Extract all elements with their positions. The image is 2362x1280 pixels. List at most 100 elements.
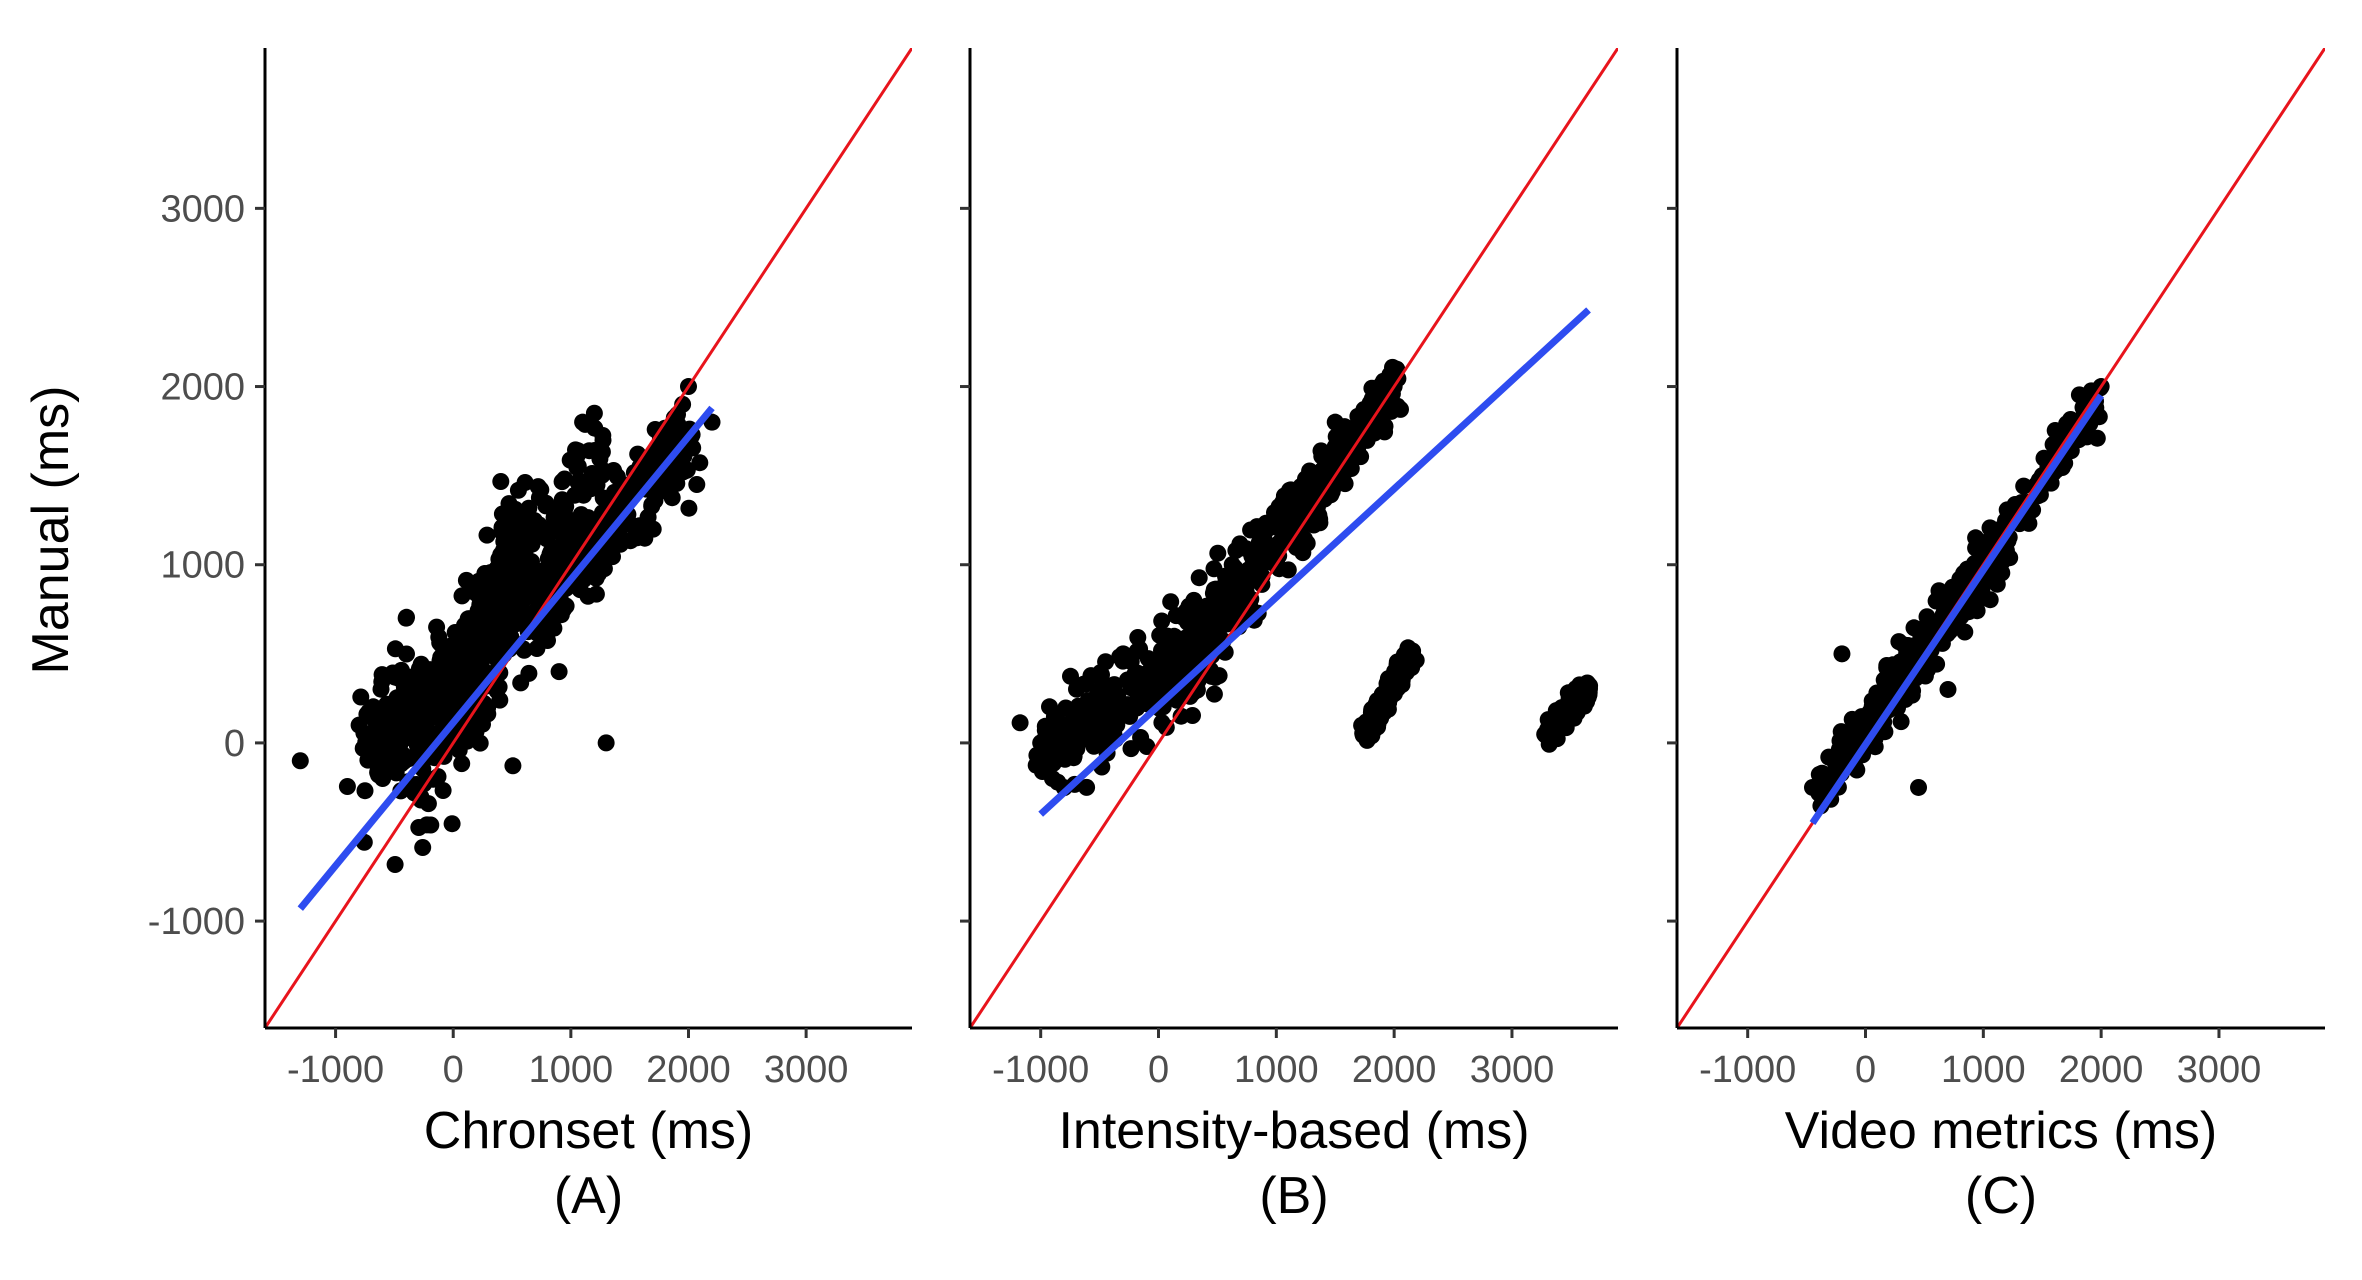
- data-point: [387, 764, 405, 782]
- x-axis-title: Chronset (ms): [424, 1102, 753, 1160]
- data-point: [445, 638, 463, 656]
- x-tick-label: 3000: [2177, 1049, 2262, 1091]
- data-point: [1892, 713, 1910, 731]
- data-point: [1134, 693, 1152, 711]
- x-tick-label: 3000: [764, 1049, 849, 1091]
- data-point: [1384, 358, 1401, 376]
- x-tick-label: -1000: [992, 1049, 1089, 1091]
- data-point: [1043, 770, 1061, 788]
- data-point: [569, 473, 587, 491]
- data-point: [1820, 748, 1838, 766]
- data-point: [1242, 521, 1260, 539]
- data-point: [1555, 716, 1573, 734]
- data-point: [1184, 707, 1201, 724]
- data-point: [338, 778, 356, 795]
- data-point: [504, 757, 522, 775]
- data-point: [453, 755, 471, 773]
- data-point: [1069, 697, 1087, 715]
- data-point: [1203, 622, 1221, 640]
- data-point: [571, 581, 589, 599]
- panel-label: (C): [1965, 1167, 2037, 1225]
- data-point: [557, 508, 575, 526]
- data-point: [424, 705, 442, 723]
- data-point: [414, 839, 432, 856]
- data-point: [408, 666, 426, 684]
- data-point: [1153, 714, 1171, 732]
- data-point: [519, 579, 537, 597]
- data-point: [1222, 610, 1240, 628]
- data-point: [385, 717, 403, 734]
- data-point: [1364, 712, 1382, 729]
- x-tick-label: 2000: [2059, 1049, 2144, 1091]
- panel-label: (B): [1259, 1167, 1328, 1225]
- data-point: [1553, 700, 1571, 717]
- points: [1011, 358, 1599, 797]
- data-point: [1179, 650, 1197, 668]
- data-point: [1542, 715, 1560, 733]
- data-point: [2001, 549, 2019, 567]
- data-point: [680, 499, 698, 517]
- data-point: [1833, 645, 1851, 663]
- x-tick-label: -1000: [1699, 1049, 1796, 1091]
- data-point: [2020, 514, 2038, 532]
- x-tick-label: 0: [1148, 1049, 1169, 1091]
- data-point: [1878, 659, 1896, 677]
- x-tick-label: 2000: [646, 1049, 731, 1091]
- data-point: [553, 473, 571, 491]
- y-tick-label: 2000: [160, 367, 245, 409]
- y-tick-label: -1000: [148, 901, 245, 943]
- data-point: [350, 716, 368, 734]
- data-point: [362, 725, 380, 743]
- data-point: [1939, 680, 1957, 698]
- data-point: [397, 699, 415, 717]
- data-point: [1377, 686, 1395, 704]
- data-point: [1132, 729, 1150, 746]
- data-point: [352, 688, 370, 706]
- panel-2: -1000 0 1000 2000 3000 Intensity-based (ms) (B…: [960, 48, 1618, 1225]
- data-point: [1119, 696, 1137, 714]
- data-point: [1097, 653, 1115, 671]
- data-point: [430, 628, 448, 646]
- data-point: [1310, 506, 1328, 524]
- data-point: [1250, 534, 1268, 552]
- data-point: [366, 712, 384, 730]
- data-point: [1189, 625, 1207, 643]
- data-point: [644, 520, 662, 538]
- data-point: [1402, 644, 1420, 662]
- data-point: [497, 612, 514, 630]
- data-point: [495, 547, 513, 565]
- data-point: [457, 668, 475, 686]
- data-point: [1349, 439, 1367, 457]
- data-point: [520, 511, 538, 529]
- x-tick-label: -1000: [287, 1049, 384, 1091]
- data-point: [490, 596, 508, 614]
- points: [291, 378, 721, 873]
- data-point: [622, 532, 639, 550]
- data-point: [474, 606, 492, 624]
- x-tick-label: 1000: [529, 1049, 614, 1091]
- data-point: [1051, 727, 1068, 745]
- data-point: [419, 686, 437, 704]
- identity-line: [970, 48, 1618, 1028]
- x-tick-label: 0: [443, 1049, 464, 1091]
- data-point: [1251, 548, 1269, 566]
- data-point: [492, 561, 510, 579]
- data-point: [1103, 680, 1121, 698]
- data-point: [432, 648, 450, 666]
- x-tick-label: 0: [1855, 1049, 1876, 1091]
- data-point: [1350, 413, 1368, 431]
- x-axis-title: Video metrics (ms): [1785, 1102, 2217, 1160]
- data-point: [433, 665, 451, 683]
- data-point: [589, 442, 607, 459]
- y-axis-title: Manual (ms): [22, 386, 80, 675]
- data-point: [671, 460, 689, 478]
- y-tick-label: 3000: [160, 188, 245, 230]
- data-point: [592, 555, 610, 573]
- y-tick-label: 1000: [160, 545, 245, 587]
- panel-1: -1000 0 1000 2000 3000 -1000 0 1000 2000 3000 Chro…: [148, 48, 912, 1225]
- data-point: [1228, 573, 1246, 591]
- data-point: [386, 640, 404, 658]
- data-point: [1154, 665, 1172, 683]
- data-point: [418, 719, 436, 737]
- data-point: [412, 735, 430, 753]
